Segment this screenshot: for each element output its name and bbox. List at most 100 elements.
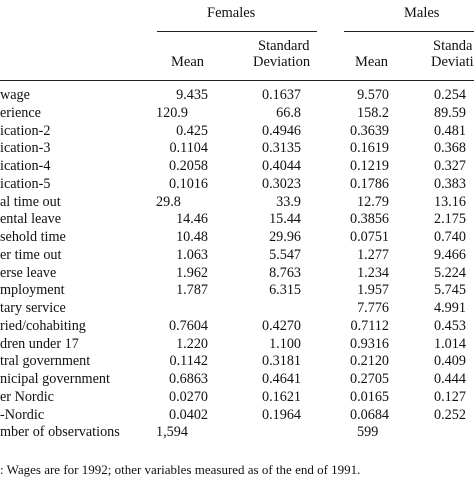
table-row: ication-2 0.425 0.4946 0.3639 0.481 xyxy=(0,123,474,140)
table-row: mber of observations 1,594 599 xyxy=(0,424,474,441)
males-sd-cell: 0.327 xyxy=(434,158,466,174)
males-sd-cell: 2.175 xyxy=(434,211,466,228)
row-label: ication-2 xyxy=(0,123,150,140)
females-sd-header-line1: Standard xyxy=(258,38,310,54)
males-mean-cell: 158.2 xyxy=(357,104,389,121)
females-sd-cell: 0.4044 xyxy=(261,158,301,174)
females-mean-cell: 1.063 xyxy=(176,246,208,263)
row-label-text: ication-2 xyxy=(0,122,51,139)
males-sd-cell: 4.991 xyxy=(434,300,466,316)
table-row: tary service 7.776 4.991 xyxy=(0,300,474,317)
males-mean-cell: 0.2120 xyxy=(349,353,389,370)
females-sd-cell: 1.100 xyxy=(269,335,301,352)
males-mean-cell: 0.0684 xyxy=(349,406,389,423)
table-row: nicipal government 0.6863 0.4641 0.2705 0.44… xyxy=(0,371,474,388)
row-label-text: tral government xyxy=(0,353,91,370)
females-mean-cell: 0.0270 xyxy=(168,388,208,405)
males-mean-header: Mean xyxy=(355,54,389,70)
table-row: erience 120.9 66.8 158.2 89.59 xyxy=(0,105,474,122)
males-sd-header-line2: Deviati xyxy=(431,54,474,70)
row-label: ried/cohabiting xyxy=(0,318,150,335)
males-mean-cell: 1.234 xyxy=(357,264,389,281)
females-mean-cell: 0.1016 xyxy=(168,175,208,192)
females-sd-cell: 0.4270 xyxy=(261,317,301,334)
females-mean-cell: 29.8 xyxy=(156,193,181,210)
males-mean-cell: 0.1786 xyxy=(349,175,389,192)
table-row: wage 9.435 0.1637 9.570 0.254 xyxy=(0,87,474,104)
females-header: Females xyxy=(207,5,256,21)
females-sd-cell: 33.9 xyxy=(276,193,301,210)
females-mean-cell: 0.0402 xyxy=(168,406,208,423)
females-mean-header: Mean xyxy=(171,54,205,70)
males-mean-cell: 0.9316 xyxy=(349,335,389,352)
header-bottom-rule xyxy=(0,80,474,81)
row-label: sehold time xyxy=(0,229,150,246)
row-label: er Nordic xyxy=(0,389,150,406)
row-label-text: -Nordic xyxy=(0,406,45,423)
females-mean-cell: 0.425 xyxy=(176,122,208,139)
row-label-text: mployment xyxy=(0,282,65,299)
row-label: mber of observations xyxy=(0,424,150,441)
table-row: erse leave 1.962 8.763 1.234 5.224 xyxy=(0,265,474,282)
males-mean-cell: 0.7112 xyxy=(350,317,390,334)
females-sd-cell: 0.3135 xyxy=(261,140,301,157)
row-label-text: sehold time xyxy=(0,229,66,245)
row-label: nicipal government xyxy=(0,371,150,388)
table-row: -Nordic 0.0402 0.1964 0.0684 0.252 xyxy=(0,407,474,424)
males-sd-cell: 0.368 xyxy=(434,140,466,157)
females-mean-cell: 0.1104 xyxy=(169,140,209,157)
females-mean-cell: 14.46 xyxy=(176,211,208,228)
row-label: dren under 17 xyxy=(0,336,150,353)
table-row: tral government 0.1142 0.3181 0.2120 0.409 xyxy=(0,353,474,370)
row-label-text: wage xyxy=(0,87,30,103)
row-label: -Nordic xyxy=(0,407,150,424)
table-row: er Nordic 0.0270 0.1621 0.0165 0.127 xyxy=(0,389,474,406)
row-label: tral government xyxy=(0,353,150,370)
table-row: mployment 1.787 6.315 1.957 5.745 xyxy=(0,282,474,299)
row-label: al time out xyxy=(0,194,150,211)
males-mean-cell: 0.0751 xyxy=(349,229,389,245)
males-sd-cell: 89.59 xyxy=(434,104,466,121)
females-mean-cell: 1.220 xyxy=(176,335,208,352)
males-mean-cell: 0.3639 xyxy=(349,122,389,139)
males-mean-cell: 0.1619 xyxy=(349,140,389,157)
row-label-text: ication-5 xyxy=(0,175,51,192)
females-mean-cell: 0.2058 xyxy=(168,158,208,174)
footnote: : Wages are for 1992; other variables me… xyxy=(0,462,361,477)
row-label: erse leave xyxy=(0,265,150,282)
males-sd-cell: 0.453 xyxy=(434,317,466,334)
row-label: ication-3 xyxy=(0,140,150,157)
males-header: Males xyxy=(404,5,440,21)
table-row: ication-4 0.2058 0.4044 0.1219 0.327 xyxy=(0,158,474,175)
table-row: er time out 1.063 5.547 1.277 9.466 xyxy=(0,247,474,264)
row-label-text: er time out xyxy=(0,246,62,263)
row-label: ication-5 xyxy=(0,176,150,193)
males-sd-cell: 0.252 xyxy=(434,406,466,423)
table-row: ication-5 0.1016 0.3023 0.1786 0.383 xyxy=(0,176,474,193)
row-label-text: tary service xyxy=(0,300,66,316)
females-mean-cell: 10.48 xyxy=(176,229,208,245)
row-label-text: ental leave xyxy=(0,211,62,228)
females-mean-cell: 1.787 xyxy=(176,282,208,299)
row-label-text: erience xyxy=(0,104,41,121)
females-mean-cell: 1,594 xyxy=(156,424,188,441)
row-label-text: dren under 17 xyxy=(0,335,79,352)
table-row: ried/cohabiting 0.7604 0.4270 0.7112 0.453 xyxy=(0,318,474,335)
table-row: ication-3 0.1104 0.3135 0.1619 0.368 xyxy=(0,140,474,157)
table-row: dren under 17 1.220 1.100 0.9316 1.014 xyxy=(0,336,474,353)
table-row: al time out 29.8 33.9 12.79 13.16 xyxy=(0,194,474,211)
males-sd-cell: 9.466 xyxy=(434,246,466,263)
row-label-text: mber of observations xyxy=(0,424,120,441)
row-label-text: er Nordic xyxy=(0,388,54,405)
row-label-text: ried/cohabiting xyxy=(0,317,86,334)
females-sd-cell: 0.3023 xyxy=(261,175,301,192)
males-mean-cell: 7.776 xyxy=(357,300,389,316)
males-sd-header-line1: Standa xyxy=(433,38,473,54)
females-mean-cell: 1.962 xyxy=(176,264,208,281)
males-sd-cell: 0.127 xyxy=(434,388,466,405)
males-mean-cell: 0.1219 xyxy=(349,158,389,174)
males-sd-cell: 5.745 xyxy=(434,282,466,299)
females-sd-cell: 0.1637 xyxy=(261,87,301,103)
row-label: tary service xyxy=(0,300,150,317)
row-label-text: ication-3 xyxy=(0,140,51,157)
